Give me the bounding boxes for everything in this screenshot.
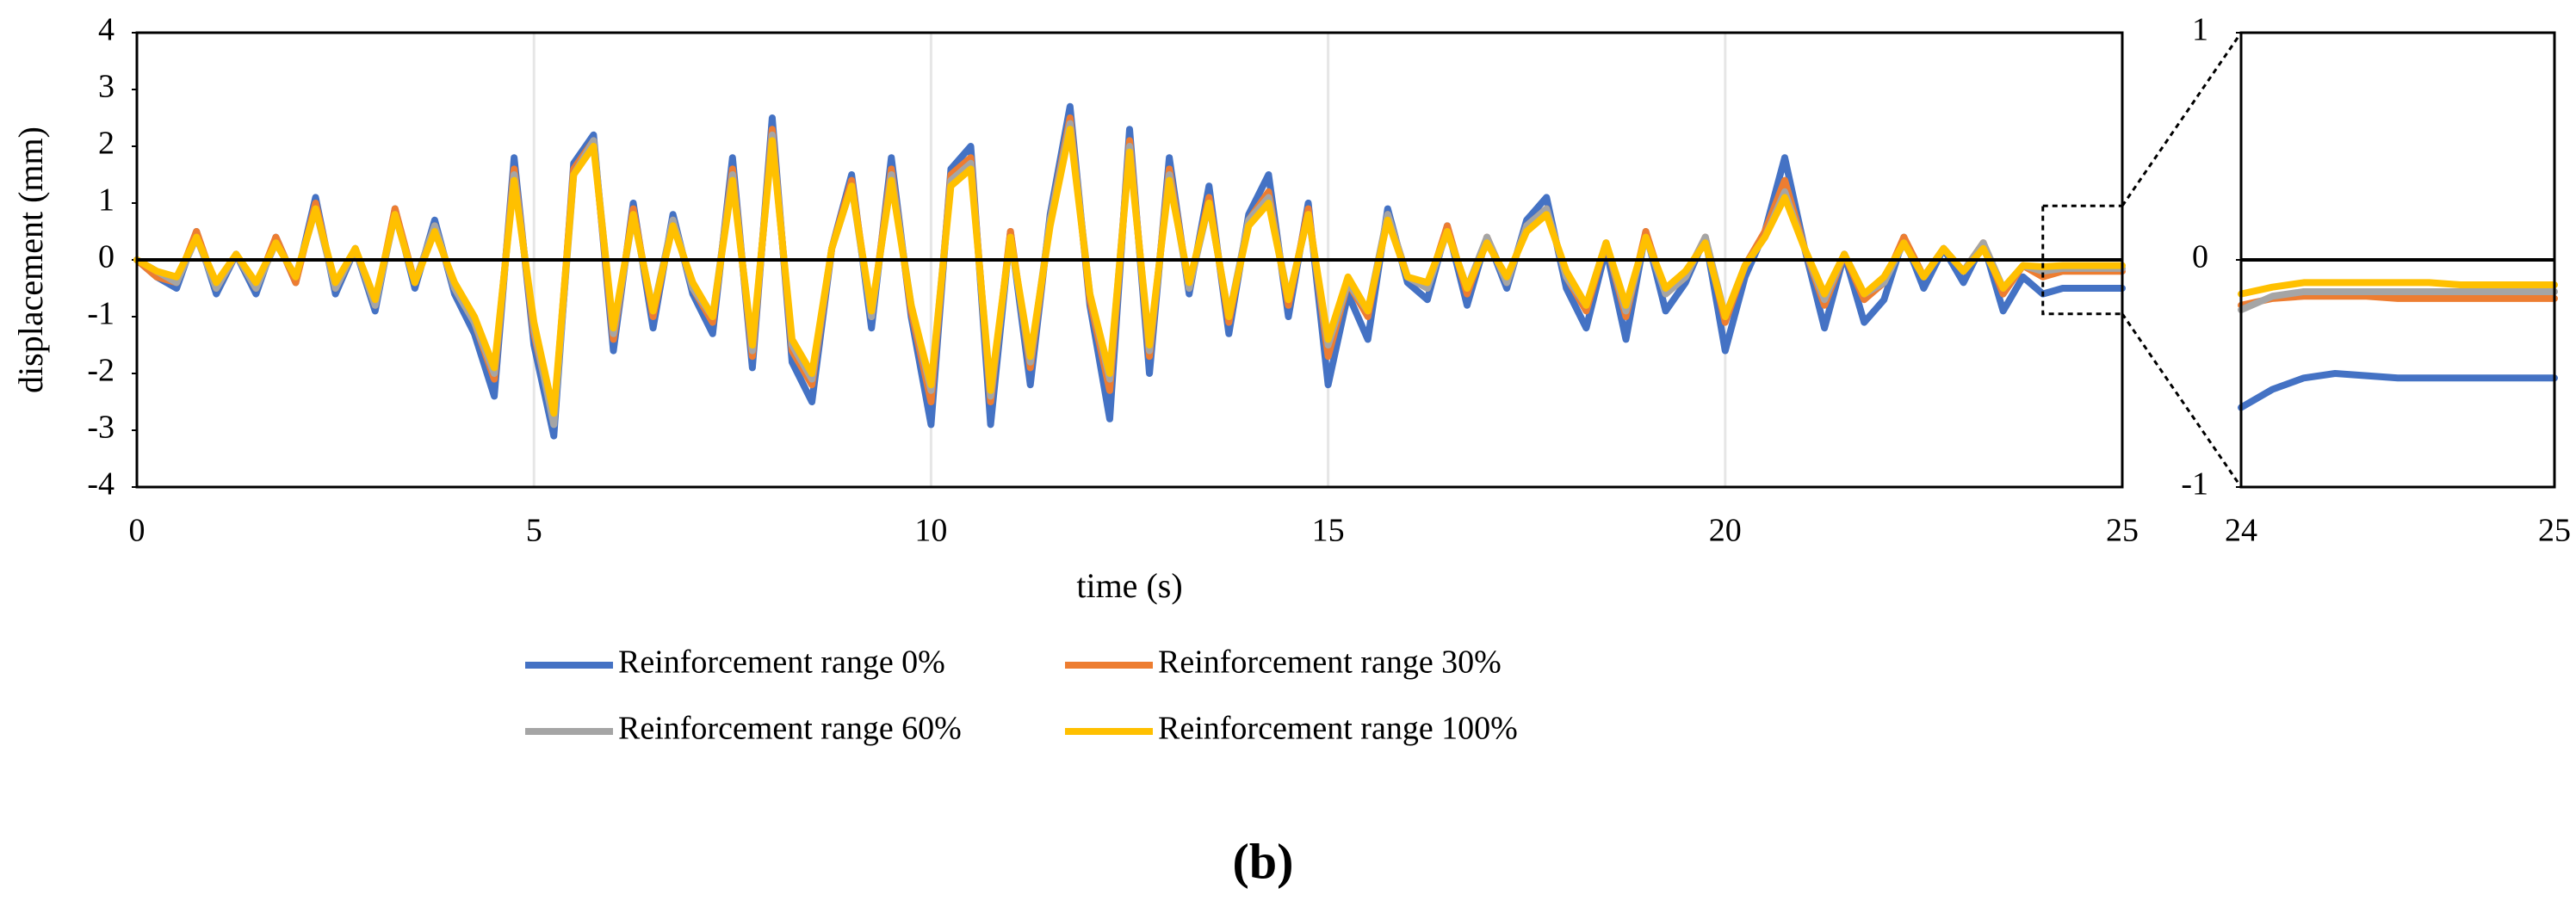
x-tick-label: 25 [2538, 513, 2571, 549]
zoom-connector [2121, 312, 2243, 488]
y-axis-label: displacement (mm) [11, 126, 50, 393]
y-tick-label: -2 [87, 353, 115, 389]
plot-frame [2239, 31, 2556, 489]
y-tick-label: 4 [98, 12, 115, 48]
y-tick-label: 0 [98, 239, 115, 275]
x-tick-label: 20 [1709, 513, 1742, 549]
x-axis-label: time (s) [1076, 566, 1182, 605]
x-tick-label: 0 [129, 513, 146, 549]
caption: (b) [1233, 833, 1294, 889]
y-tick-label: -4 [87, 466, 115, 503]
data-line [133, 126, 2126, 417]
data-line [2238, 293, 2558, 309]
x-tick-label: 24 [2225, 513, 2257, 549]
data-line [2238, 370, 2558, 411]
y-tick-label: -1 [87, 296, 115, 332]
data-line [133, 102, 2126, 440]
y-tick-label: 3 [98, 69, 115, 105]
x-tick-label: 5 [526, 513, 542, 549]
data-line [2238, 287, 2558, 314]
legend-label: Reinforcement range 100% [1158, 711, 1518, 747]
y-tick-label: -1 [2181, 466, 2208, 503]
y-tick-label: 2 [98, 126, 115, 162]
y-tick-label: 1 [2192, 12, 2208, 48]
legend-label: Reinforcement range 30% [1158, 645, 1502, 681]
x-tick-label: 15 [1312, 513, 1345, 549]
y-tick-label: 1 [98, 182, 115, 219]
zoom-box [2041, 204, 2124, 316]
x-tick-label: 10 [914, 513, 947, 549]
zoom-connector [2121, 32, 2243, 207]
y-tick-label: 0 [2192, 239, 2208, 275]
data-line [2238, 279, 2558, 298]
legend-label: Reinforcement range 60% [618, 711, 962, 747]
legend-label: Reinforcement range 0% [618, 645, 945, 681]
y-tick-label: -3 [87, 410, 115, 446]
x-tick-label: 25 [2106, 513, 2139, 549]
